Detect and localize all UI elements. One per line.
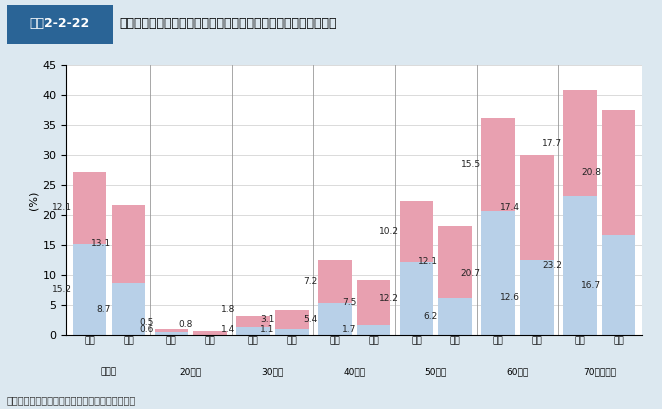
Text: 7.5: 7.5 — [342, 298, 356, 307]
Text: 40歳代: 40歳代 — [343, 368, 365, 377]
Text: 1.1: 1.1 — [260, 326, 275, 335]
Text: 0.8: 0.8 — [178, 320, 193, 329]
Text: 7.2: 7.2 — [303, 277, 317, 286]
Bar — [112, 204, 145, 283]
Text: 16.7: 16.7 — [581, 281, 601, 290]
Bar — [193, 330, 227, 335]
Bar — [438, 298, 472, 335]
Text: 50歳代: 50歳代 — [425, 368, 447, 377]
Bar — [400, 201, 433, 262]
Text: 図表2-2-22: 図表2-2-22 — [29, 17, 90, 30]
Text: 12.2: 12.2 — [379, 294, 399, 303]
Bar — [155, 329, 188, 332]
Text: 8.7: 8.7 — [97, 305, 111, 314]
Text: 1.8: 1.8 — [221, 306, 236, 315]
Bar — [481, 211, 515, 335]
Bar — [275, 329, 308, 335]
Text: 5.4: 5.4 — [303, 315, 317, 324]
Text: 0.5: 0.5 — [140, 318, 154, 327]
Bar — [318, 260, 352, 303]
Text: 20.7: 20.7 — [461, 269, 481, 278]
Bar — [73, 244, 107, 335]
Bar — [236, 327, 270, 335]
Text: 糖尿病が「強く疑われる人」「可能性を否定できない人」の割合: 糖尿病が「強く疑われる人」「可能性を否定できない人」の割合 — [119, 17, 337, 30]
Bar — [602, 110, 636, 235]
FancyBboxPatch shape — [7, 5, 113, 44]
Bar — [155, 332, 188, 335]
Text: 3.1: 3.1 — [260, 315, 275, 324]
Text: 70歳代以上: 70歳代以上 — [583, 368, 616, 377]
Text: 20.8: 20.8 — [581, 169, 601, 178]
Text: 全世代: 全世代 — [101, 368, 117, 377]
Text: 12.1: 12.1 — [418, 257, 438, 266]
Text: 23.2: 23.2 — [543, 261, 563, 270]
Text: 30歳代: 30歳代 — [261, 368, 283, 377]
Bar — [112, 283, 145, 335]
Text: 10.2: 10.2 — [379, 227, 399, 236]
Bar — [563, 90, 596, 196]
Y-axis label: (%): (%) — [28, 191, 38, 210]
Bar — [73, 172, 107, 244]
Text: 17.4: 17.4 — [500, 203, 520, 212]
Bar — [275, 310, 308, 329]
Text: 13.1: 13.1 — [91, 239, 111, 248]
Text: 資料：厚生労働省健康局「国民健康・栄養調査」: 資料：厚生労働省健康局「国民健康・栄養調査」 — [7, 395, 136, 405]
Bar — [481, 118, 515, 211]
Text: 60歳代: 60歳代 — [506, 368, 529, 377]
Bar — [438, 226, 472, 298]
Text: 6.2: 6.2 — [424, 312, 438, 321]
Text: 12.1: 12.1 — [52, 203, 72, 212]
Text: 17.7: 17.7 — [542, 139, 563, 148]
Text: 0.6: 0.6 — [140, 326, 154, 335]
Bar — [318, 303, 352, 335]
Text: 15.5: 15.5 — [461, 160, 481, 169]
Bar — [400, 262, 433, 335]
Bar — [520, 155, 553, 260]
Bar — [563, 196, 596, 335]
Bar — [236, 316, 270, 327]
Bar — [357, 325, 391, 335]
Text: 1.4: 1.4 — [221, 326, 236, 335]
Text: 20歳代: 20歳代 — [179, 368, 202, 377]
Text: 15.2: 15.2 — [52, 285, 72, 294]
Bar — [520, 260, 553, 335]
Bar — [602, 235, 636, 335]
Bar — [357, 280, 391, 325]
Text: 12.6: 12.6 — [500, 293, 520, 302]
Text: 1.7: 1.7 — [342, 326, 356, 335]
